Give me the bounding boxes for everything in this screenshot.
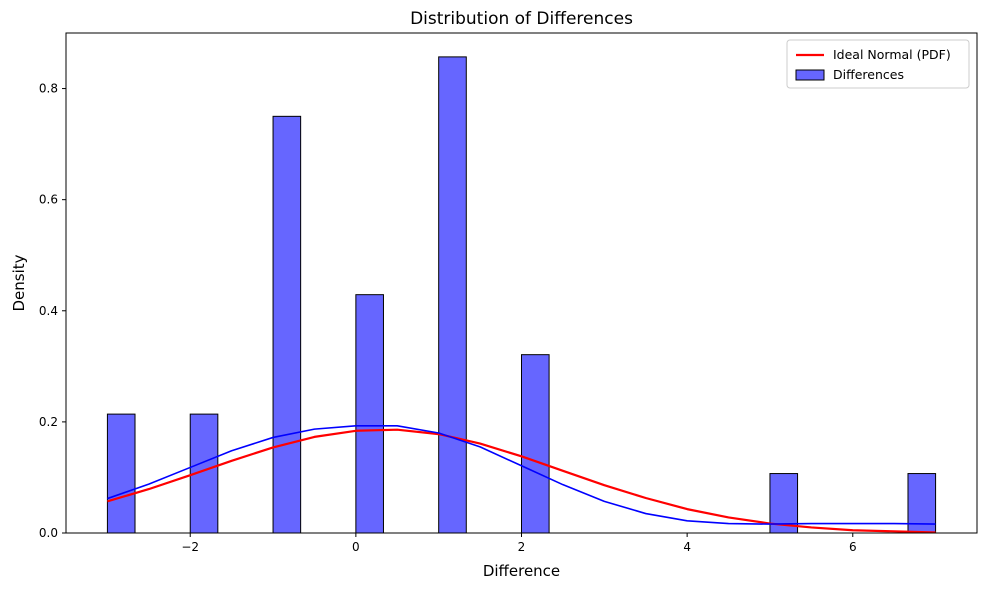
y-tick-label: 0.8 — [39, 82, 58, 96]
x-tick-label: 0 — [352, 540, 360, 554]
histogram-bar — [106, 413, 136, 534]
chart-title: Distribution of Differences — [410, 9, 633, 29]
x-tick-label: 4 — [683, 540, 691, 554]
y-tick-label: 0.2 — [39, 415, 58, 429]
histogram-bars — [106, 56, 937, 534]
y-axis-label: Density — [10, 254, 28, 311]
curve-layer — [107, 424, 936, 534]
legend-patch-swatch — [795, 69, 825, 81]
kde-curve — [107, 424, 936, 525]
y-tick-label: 0.6 — [39, 193, 58, 207]
histogram-bar — [272, 115, 302, 534]
x-tick-label: 6 — [849, 540, 857, 554]
x-tick-label: −2 — [181, 540, 199, 554]
y-tick-label: 0.4 — [39, 304, 58, 318]
x-axis-label: Difference — [483, 562, 560, 580]
histogram-bar — [521, 354, 550, 534]
x-tick-label: 2 — [518, 540, 526, 554]
normal-pdf-curve — [107, 428, 936, 534]
legend-label: Differences — [833, 67, 904, 82]
axes: −2 0 2 4 6 0.0 0.2 0.4 0.6 0.8 — [39, 32, 978, 554]
legend: Ideal Normal (PDF) Differences — [786, 39, 970, 89]
legend-box — [786, 39, 970, 89]
legend-label: Ideal Normal (PDF) — [833, 47, 951, 62]
histogram-bar — [438, 56, 467, 534]
histogram-bar — [355, 294, 384, 534]
y-tick-label: 0.0 — [39, 526, 58, 540]
